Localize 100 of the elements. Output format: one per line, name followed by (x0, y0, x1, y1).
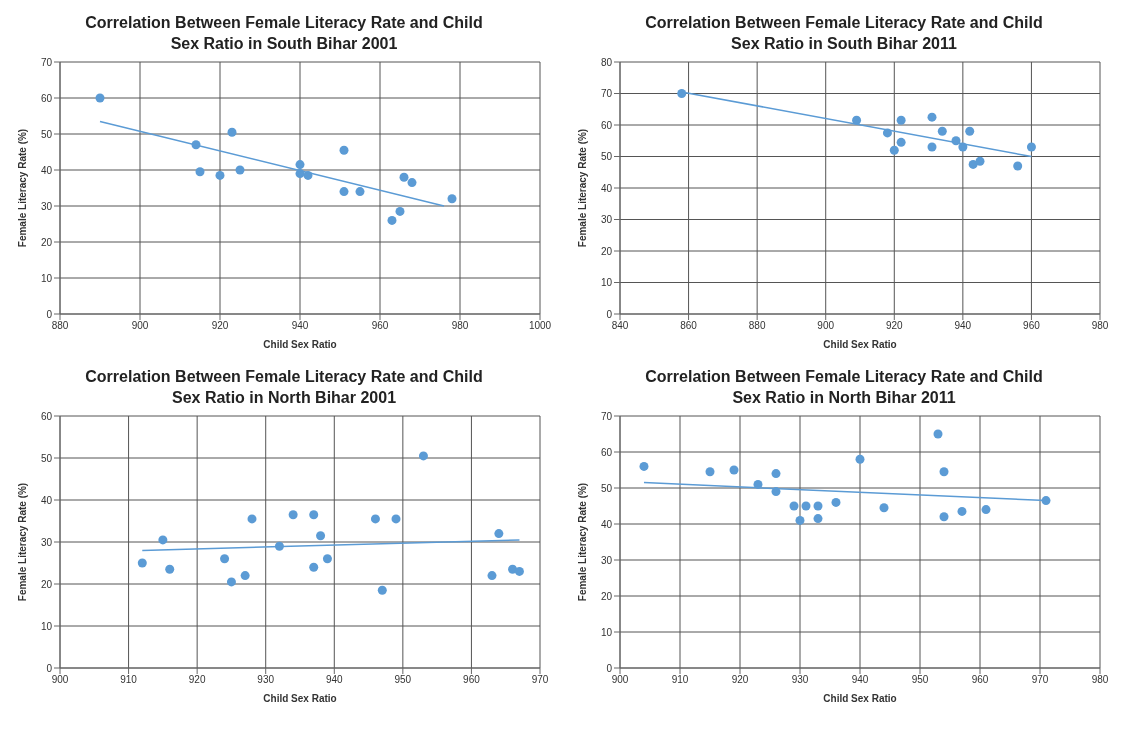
y-tick-label: 60 (600, 446, 613, 458)
point (220, 554, 230, 564)
point (927, 142, 937, 152)
y-tick-label: 30 (40, 200, 53, 212)
y-axis-title: Female Literacy Rate (%) (576, 482, 588, 602)
y-tick-label: 80 (600, 56, 613, 68)
point (795, 515, 805, 525)
x-tick-label: 920 (211, 320, 229, 332)
y-tick-label: 20 (40, 578, 53, 590)
point (508, 564, 518, 574)
point (855, 454, 865, 464)
point (247, 514, 257, 524)
x-tick-label: 960 (463, 674, 481, 686)
x-axis-title: Child Sex Ratio (823, 693, 897, 704)
point (158, 535, 168, 545)
y-tick-label: 40 (600, 182, 613, 194)
y-tick-label: 50 (40, 128, 53, 140)
point (316, 531, 326, 541)
point (407, 178, 417, 188)
point (896, 115, 906, 125)
x-tick-label: 970 (1031, 674, 1049, 686)
x-tick-label: 940 (325, 674, 344, 686)
x-tick-label: 960 (1023, 320, 1041, 332)
x-tick-label: 1000 (528, 320, 552, 332)
y-axis-title: Female Literacy Rate (%) (16, 128, 28, 248)
point (487, 571, 497, 581)
y-tick-label: 40 (600, 518, 613, 530)
x-tick-label: 910 (120, 674, 138, 686)
y-tick-label: 50 (40, 452, 53, 464)
point (789, 501, 799, 511)
x-tick-label: 980 (451, 320, 469, 332)
x-tick-label: 950 (911, 674, 929, 686)
point (939, 467, 949, 477)
point (355, 187, 365, 197)
point (514, 566, 524, 576)
point (309, 510, 319, 520)
x-axis-title: Child Sex Ratio (823, 339, 897, 350)
point (639, 461, 649, 471)
x-axis-title: Child Sex Ratio (263, 693, 337, 704)
y-tick-label: 0 (46, 662, 53, 674)
y-tick-label: 70 (40, 56, 53, 68)
x-tick-label: 930 (791, 674, 809, 686)
x-tick-label: 980 (1091, 674, 1109, 686)
point (322, 554, 332, 564)
x-tick-label: 920 (731, 674, 749, 686)
point (852, 115, 862, 125)
y-tick-label: 20 (40, 236, 53, 248)
point (813, 501, 823, 511)
y-tick-label: 60 (40, 410, 53, 422)
point (295, 160, 305, 170)
x-tick-label: 900 (817, 320, 835, 332)
point (215, 170, 225, 180)
point (831, 497, 841, 507)
y-tick-label: 0 (606, 662, 613, 674)
y-tick-label: 50 (600, 151, 613, 163)
point (889, 145, 899, 155)
point (981, 505, 991, 515)
point (939, 512, 949, 522)
point (370, 514, 380, 524)
x-tick-label: 880 (748, 320, 766, 332)
point (165, 564, 175, 574)
x-tick-label: 900 (131, 320, 149, 332)
y-tick-label: 40 (40, 164, 53, 176)
y-tick-label: 60 (40, 92, 53, 104)
point (309, 562, 319, 572)
chart-title: Correlation Between Female Literacy Rate and Child Sex Ratio in North Bihar 2011 (644, 367, 1044, 408)
x-tick-label: 910 (671, 674, 689, 686)
point (377, 585, 387, 595)
x-tick-label: 940 (851, 674, 869, 686)
y-tick-label: 20 (600, 245, 613, 257)
x-tick-label: 880 (51, 320, 69, 332)
x-tick-label: 970 (531, 674, 549, 686)
y-axis-title: Female Literacy Rate (%) (576, 128, 588, 248)
y-tick-label: 0 (606, 308, 613, 320)
point (494, 529, 504, 539)
point (729, 465, 739, 475)
x-tick-label: 920 (885, 320, 904, 332)
point (879, 503, 889, 513)
point (387, 215, 397, 225)
point (896, 137, 906, 147)
x-tick-label: 900 (611, 674, 629, 686)
point (240, 571, 250, 581)
chart-title: Correlation Between Female Literacy Rate and Child Sex Ratio in North Bihar 2001 (84, 367, 484, 408)
point (705, 467, 715, 477)
x-tick-label: 900 (51, 674, 69, 686)
point (95, 93, 105, 103)
x-tick-label: 960 (371, 320, 389, 332)
point (937, 126, 947, 136)
chart-title: Correlation Between Female Literacy Rate and Child Sex Ratio in South Bihar 2001 (84, 13, 484, 54)
y-tick-label: 30 (600, 214, 613, 226)
y-tick-label: 50 (600, 482, 613, 494)
point (137, 558, 147, 568)
y-tick-label: 30 (40, 536, 53, 548)
x-tick-label: 950 (394, 674, 412, 686)
y-tick-label: 70 (600, 88, 613, 100)
y-tick-label: 70 (600, 410, 613, 422)
y-axis-title: Female Literacy Rate (%) (16, 482, 28, 602)
chart-title: Correlation Between Female Literacy Rate and Child Sex Ratio in South Bihar 2011 (644, 13, 1044, 54)
point (391, 514, 401, 524)
y-tick-label: 10 (600, 626, 613, 638)
